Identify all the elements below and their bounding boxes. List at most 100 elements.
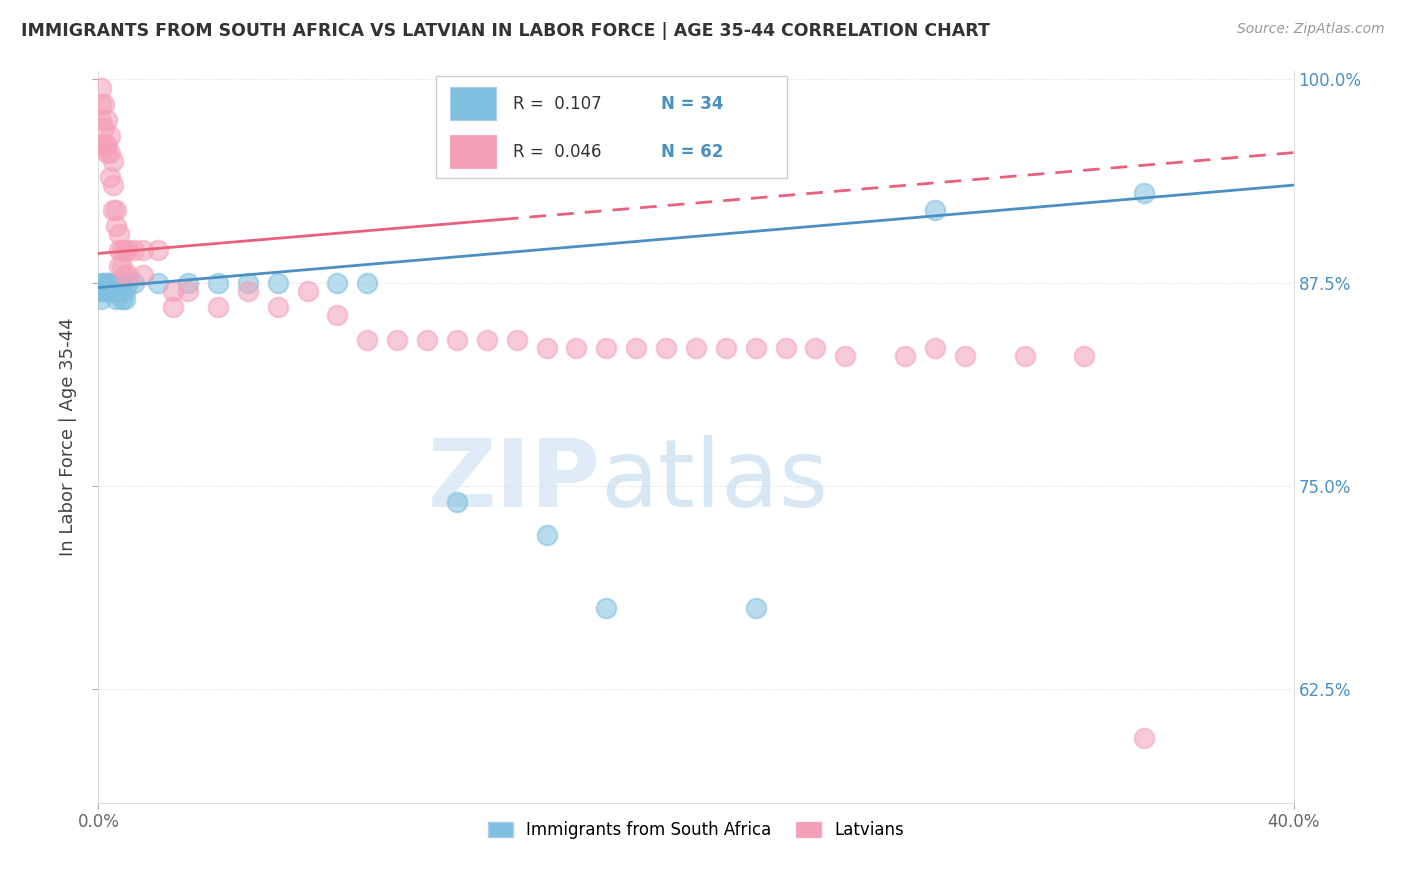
Point — [267, 300, 290, 314]
Point — [267, 276, 290, 290]
Point — [114, 292, 136, 306]
Point — [655, 341, 678, 355]
Point — [446, 333, 468, 347]
Point — [924, 341, 946, 355]
Point — [108, 260, 131, 274]
Point — [103, 178, 125, 193]
Point — [93, 276, 115, 290]
Point — [98, 145, 122, 160]
Point — [108, 284, 131, 298]
Point — [446, 495, 468, 509]
Point — [90, 276, 112, 290]
Point — [103, 153, 125, 168]
Point — [162, 284, 184, 298]
Point — [506, 333, 529, 347]
Point — [685, 341, 707, 355]
Point — [804, 341, 827, 355]
Point — [111, 260, 134, 274]
Point — [108, 276, 131, 290]
Text: N = 62: N = 62 — [661, 143, 723, 161]
Point — [117, 243, 139, 257]
Point — [326, 308, 349, 322]
Point — [177, 276, 200, 290]
Point — [103, 276, 125, 290]
Point — [626, 341, 648, 355]
Point — [536, 341, 558, 355]
Point — [162, 300, 184, 314]
Point — [93, 96, 115, 111]
Point — [96, 284, 118, 298]
Point — [114, 243, 136, 257]
Point — [93, 121, 115, 136]
Point — [1014, 349, 1036, 363]
Point — [207, 300, 229, 314]
Point — [90, 113, 112, 128]
Point — [117, 276, 139, 290]
Point — [90, 80, 112, 95]
Point — [132, 268, 155, 282]
Point — [90, 96, 112, 111]
Y-axis label: In Labor Force | Age 35-44: In Labor Force | Age 35-44 — [59, 318, 77, 557]
Point — [536, 527, 558, 541]
Point — [117, 268, 139, 282]
Text: IMMIGRANTS FROM SOUTH AFRICA VS LATVIAN IN LABOR FORCE | AGE 35-44 CORRELATION C: IMMIGRANTS FROM SOUTH AFRICA VS LATVIAN … — [21, 22, 990, 40]
Point — [124, 243, 146, 257]
Point — [114, 268, 136, 282]
Point — [775, 341, 797, 355]
FancyBboxPatch shape — [450, 136, 496, 168]
Point — [148, 276, 170, 290]
Point — [93, 137, 115, 152]
Point — [207, 276, 229, 290]
Point — [124, 276, 146, 290]
Point — [236, 276, 259, 290]
Point — [96, 145, 118, 160]
Text: Source: ZipAtlas.com: Source: ZipAtlas.com — [1237, 22, 1385, 37]
Point — [416, 333, 439, 347]
Point — [894, 349, 917, 363]
Point — [96, 276, 118, 290]
Point — [111, 276, 134, 290]
Text: R =  0.107: R = 0.107 — [513, 95, 602, 112]
Point — [356, 333, 378, 347]
Point — [105, 292, 128, 306]
Point — [745, 600, 768, 615]
Point — [924, 202, 946, 217]
Point — [105, 276, 128, 290]
Point — [108, 243, 131, 257]
Point — [385, 333, 409, 347]
Point — [111, 243, 134, 257]
Point — [475, 333, 498, 347]
Point — [1133, 731, 1156, 745]
Point — [297, 284, 319, 298]
Point — [96, 137, 118, 152]
Point — [103, 202, 125, 217]
Point — [111, 292, 134, 306]
Point — [108, 227, 131, 241]
Legend: Immigrants from South Africa, Latvians: Immigrants from South Africa, Latvians — [481, 814, 911, 846]
Point — [90, 292, 112, 306]
Point — [1133, 186, 1156, 201]
Text: atlas: atlas — [600, 435, 828, 527]
Point — [90, 284, 112, 298]
Text: N = 34: N = 34 — [661, 95, 723, 112]
FancyBboxPatch shape — [436, 76, 787, 178]
Point — [114, 284, 136, 298]
Point — [93, 284, 115, 298]
Point — [105, 202, 128, 217]
Text: R =  0.046: R = 0.046 — [513, 143, 602, 161]
Point — [98, 169, 122, 184]
Point — [953, 349, 976, 363]
Point — [98, 284, 122, 298]
Point — [132, 243, 155, 257]
Point — [177, 284, 200, 298]
Point — [356, 276, 378, 290]
Point — [98, 129, 122, 144]
Text: ZIP: ZIP — [427, 435, 600, 527]
Point — [105, 219, 128, 233]
Point — [148, 243, 170, 257]
Point — [834, 349, 856, 363]
Point — [565, 341, 588, 355]
Point — [714, 341, 737, 355]
Point — [326, 276, 349, 290]
Point — [90, 137, 112, 152]
